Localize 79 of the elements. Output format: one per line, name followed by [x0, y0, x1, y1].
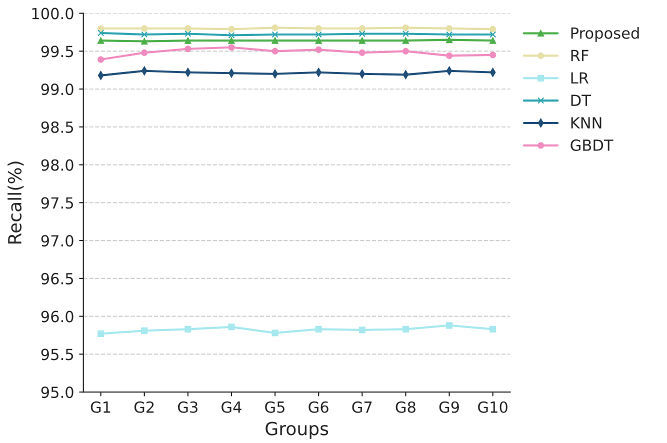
point [402, 30, 410, 38]
point [315, 326, 322, 332]
point [272, 31, 278, 38]
point [402, 37, 410, 44]
legend-label: Proposed [571, 27, 639, 42]
point [272, 37, 278, 44]
point [98, 25, 104, 32]
y-tick-label: 98.0 [41, 159, 74, 171]
point [272, 48, 278, 54]
y-tick-label: 99.5 [41, 46, 74, 58]
point [141, 327, 148, 334]
y-tick-label: 97.5 [41, 197, 74, 209]
x-tick-label: G6 [308, 401, 328, 413]
point [446, 52, 453, 60]
point [98, 56, 104, 63]
legend-label: RF [571, 50, 588, 62]
x-tick-label: G2 [134, 401, 154, 413]
x-tick-label: G9 [439, 401, 459, 413]
point [490, 31, 496, 38]
point [446, 322, 453, 329]
point [184, 46, 192, 52]
point [490, 37, 496, 44]
point [184, 37, 192, 44]
point [315, 25, 322, 32]
y-tick-label: 96.5 [41, 272, 74, 284]
x-tick-label: G8 [396, 401, 416, 413]
x-axis-title: Groups [266, 422, 328, 439]
legend-label: LR [571, 72, 589, 84]
point [402, 326, 410, 332]
point [141, 38, 148, 45]
point [228, 44, 235, 51]
point [228, 26, 235, 32]
legend-label: KNN [571, 117, 602, 128]
point [141, 49, 148, 56]
y-tick-label: 100.0 [32, 8, 74, 20]
x-tick-label: G1 [90, 401, 110, 413]
point [490, 52, 496, 58]
point [358, 37, 366, 44]
point [98, 330, 104, 338]
point [272, 24, 278, 31]
y-tick-label: 97.0 [41, 235, 74, 247]
y-tick-label: 96.0 [41, 310, 74, 322]
y-tick-label: 99.0 [41, 84, 74, 96]
x-tick-label: G4 [222, 401, 242, 413]
point [490, 326, 496, 332]
point [228, 324, 235, 330]
point [446, 36, 453, 44]
y-tick-label: 95.0 [41, 386, 74, 398]
point [315, 46, 322, 53]
x-tick-label: G7 [352, 401, 372, 413]
point [358, 25, 366, 32]
point [315, 31, 322, 38]
point [446, 25, 453, 32]
point [98, 37, 104, 44]
point [141, 31, 148, 38]
point [358, 30, 366, 38]
legend-label: DT [571, 94, 591, 106]
point [402, 48, 410, 54]
point [184, 30, 192, 38]
legend-label: GBDT [570, 139, 614, 151]
point [358, 49, 366, 56]
point [315, 37, 322, 44]
point [184, 326, 192, 332]
point [228, 32, 235, 39]
point [490, 26, 496, 32]
point [272, 330, 278, 336]
y-tick-label: 95.5 [41, 348, 74, 360]
point [184, 25, 192, 32]
x-tick-label: G3 [178, 401, 198, 413]
point [402, 24, 410, 31]
point [98, 30, 104, 36]
point [141, 25, 148, 32]
y-tick-label: 98.5 [41, 121, 74, 133]
point [228, 37, 235, 44]
point [358, 326, 366, 334]
x-tick-label: G5 [265, 401, 284, 413]
x-tick-label: G10 [478, 401, 508, 413]
y-axis-title: Recall(%) [8, 162, 24, 244]
point [446, 31, 453, 38]
